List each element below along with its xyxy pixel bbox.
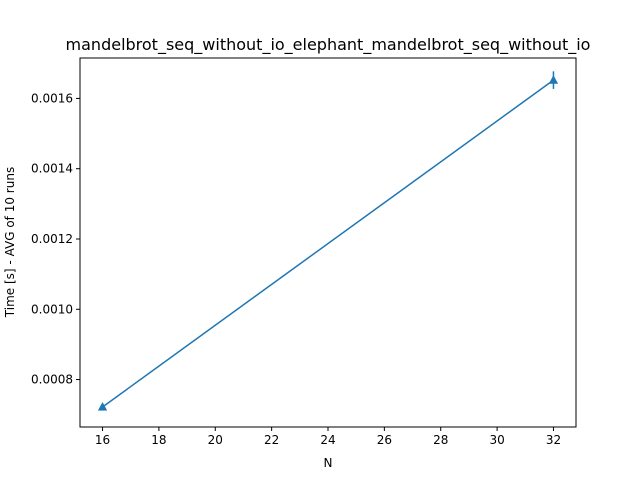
x-tick-label: 24 [320,433,335,447]
x-tick-label: 22 [264,433,279,447]
data-point-marker [548,75,559,84]
y-tick-label: 0.0014 [31,162,73,176]
data-point-marker [97,401,108,411]
y-axis-label: Time [s] - AVG of 10 runs [3,167,17,318]
x-tick-label: 28 [433,433,448,447]
y-tick-label: 0.0010 [31,302,73,316]
series-line [102,79,554,408]
x-tick-label: 26 [377,433,392,447]
chart-title: mandelbrot_seq_without_io_elephant_mande… [66,35,591,55]
x-tick-label: 18 [151,433,166,447]
y-axis: 0.0008 0.0010 0.0012 0.0014 0.0016 [31,91,80,387]
y-tick-label: 0.0008 [31,373,73,387]
y-tick-label: 0.0012 [31,232,73,246]
x-axis-label: N [324,456,333,470]
x-tick-label: 30 [489,433,504,447]
x-tick-label: 20 [208,433,223,447]
x-axis: 16 18 20 22 24 26 28 30 32 [95,427,561,447]
x-tick-label: 16 [95,433,110,447]
y-tick-label: 0.0016 [31,91,73,105]
plot-area [97,71,559,411]
x-tick-label: 32 [546,433,561,447]
